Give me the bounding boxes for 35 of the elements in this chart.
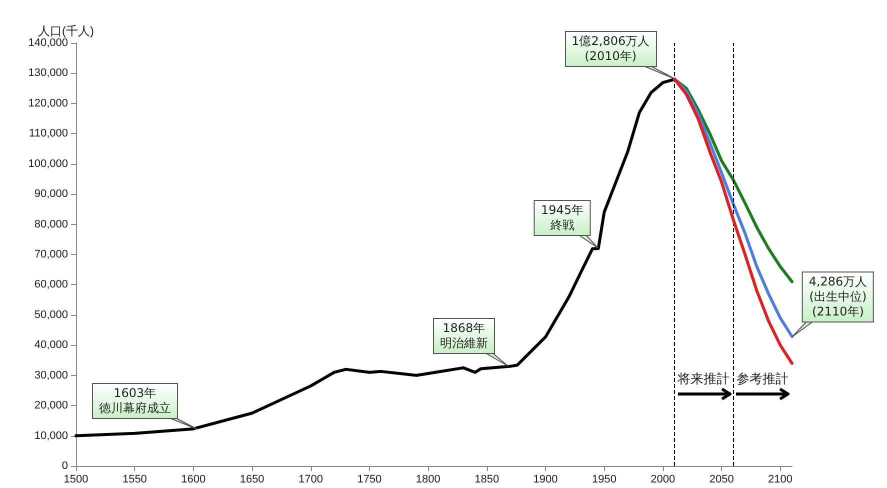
x-tick-label: 2050 bbox=[709, 474, 734, 486]
annotation: 将来推計 bbox=[678, 371, 730, 388]
y-tick-label: 100,000 bbox=[28, 158, 68, 170]
x-tick-label: 1500 bbox=[64, 474, 88, 486]
y-tick-label: 140,000 bbox=[28, 37, 68, 49]
y-tick-label: 60,000 bbox=[34, 278, 68, 291]
y-tick-label: 30,000 bbox=[34, 369, 68, 382]
annotation: 参考推計 bbox=[736, 371, 788, 388]
y-tick-label: 90,000 bbox=[34, 188, 68, 200]
y-axis-title: 人口(千人) bbox=[38, 24, 94, 38]
x-tick-label: 1600 bbox=[181, 474, 206, 486]
y-tick-label: 130,000 bbox=[28, 67, 68, 80]
y-tick-label: 50,000 bbox=[34, 308, 68, 321]
x-tick-label: 1850 bbox=[474, 474, 500, 486]
y-tick-label: 120,000 bbox=[28, 97, 68, 110]
annotation: 1億2,806万人 (2010年) bbox=[564, 31, 657, 68]
x-tick-label: 1550 bbox=[122, 474, 147, 486]
annotation: 1945年終戦 bbox=[534, 200, 591, 236]
annotation: 1868年明治維新 bbox=[432, 318, 495, 354]
annotation: 1603年徳川幕府成立 bbox=[92, 382, 178, 419]
x-tick-label: 2000 bbox=[650, 474, 676, 486]
y-tick-label: 10,000 bbox=[34, 430, 68, 442]
x-tick-label: 1800 bbox=[416, 474, 440, 486]
y-tick-label: 0 bbox=[62, 460, 68, 472]
y-tick-label: 70,000 bbox=[34, 248, 68, 260]
y-tick-label: 20,000 bbox=[34, 400, 68, 412]
x-tick-label: 1650 bbox=[240, 474, 264, 486]
x-tick-label: 1900 bbox=[533, 474, 558, 486]
x-tick-label: 2100 bbox=[768, 474, 793, 486]
y-tick-label: 80,000 bbox=[34, 218, 68, 230]
x-tick-label: 1750 bbox=[357, 474, 382, 486]
y-tick-label: 40,000 bbox=[34, 339, 68, 352]
y-tick-label: 110,000 bbox=[29, 128, 68, 140]
x-tick-label: 1950 bbox=[592, 474, 616, 486]
x-tick-label: 1700 bbox=[298, 474, 323, 486]
